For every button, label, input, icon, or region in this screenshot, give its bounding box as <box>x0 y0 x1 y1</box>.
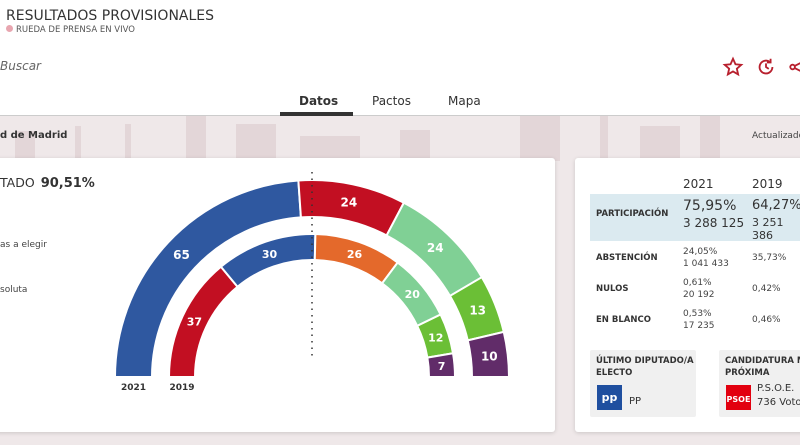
live-press-link[interactable]: RUEDA DE PRENSA EN VIVO <box>6 25 135 35</box>
majority-label: soluta <box>0 285 28 295</box>
region-title: d de Madrid <box>0 130 68 141</box>
skyline-illustration <box>15 104 720 162</box>
last-elected-label: ÚLTIMO DIPUTADO/A ELECTO <box>596 356 694 378</box>
value: 0,53% <box>683 309 712 319</box>
seat-label: 26 <box>347 248 363 261</box>
value: 24,05% <box>683 247 718 257</box>
ring-year-label: 2019 <box>169 383 194 393</box>
tab-bar: Datos Pactos Mapa <box>0 92 800 116</box>
row-label: NULOS <box>596 284 629 294</box>
tab-pactos[interactable]: Pactos <box>372 94 411 108</box>
scrutiny: TADO 90,51% <box>0 175 95 191</box>
last-elected-party: PP <box>629 396 642 407</box>
live-label: RUEDA DE PRENSA EN VIVO <box>16 25 135 35</box>
seat-segment-podemos[interactable] <box>426 352 457 378</box>
updated-label: Actualizado <box>752 131 800 141</box>
tab-mapa[interactable]: Mapa <box>448 94 481 108</box>
share-icon[interactable] <box>788 56 800 78</box>
seat-label: 7 <box>438 360 446 373</box>
seat-label: 24 <box>427 241 444 255</box>
star-icon[interactable] <box>722 56 744 78</box>
seat-label: 24 <box>340 195 357 209</box>
search-input[interactable]: Buscar <box>0 59 41 73</box>
seat-label: 13 <box>469 304 486 318</box>
closest-party: P.S.O.E. <box>757 383 795 394</box>
ring-year-label: 2021 <box>121 383 146 393</box>
value: 35,73% <box>752 253 787 263</box>
parliament-chart: 65 24 24 13 10 2021 37 30 26 20 12 7 2019 <box>113 172 511 393</box>
value: 0,61% <box>683 278 712 288</box>
seat-label: 65 <box>173 248 190 262</box>
page-title: RESULTADOS PROVISIONALES <box>6 8 215 24</box>
row-label: ABSTENCIÓN <box>596 253 658 263</box>
value: 0,42% <box>752 284 781 294</box>
live-dot-icon <box>6 25 13 32</box>
count: 3 251 386 <box>752 216 784 242</box>
row-label: PARTICIPACIÓN <box>596 209 669 219</box>
seats-label: as a elegir <box>0 240 47 250</box>
seat-label: 20 <box>405 288 421 301</box>
count: 20 192 <box>683 290 715 300</box>
count: 17 235 <box>683 321 715 331</box>
closest-candidacy-box: CANDIDATURA M PRÓXIMA PSOE P.S.O.E. 736 … <box>719 350 800 417</box>
closest-label: CANDIDATURA M PRÓXIMA <box>725 356 800 378</box>
seat-label: 30 <box>262 248 278 261</box>
seat-label: 10 <box>481 349 498 363</box>
scrutiny-label: TADO <box>0 175 35 190</box>
value: 0,46% <box>752 315 781 325</box>
count: 3 288 125 <box>683 216 745 230</box>
participation-row <box>590 194 800 241</box>
psoe-logo: PSOE <box>726 385 751 410</box>
seat-label: 12 <box>428 331 443 344</box>
year-header: 2019 <box>752 177 783 191</box>
last-elected-box: ÚLTIMO DIPUTADO/A ELECTO pp PP <box>590 350 696 417</box>
seat-label: 37 <box>187 316 202 329</box>
active-tab-indicator <box>280 112 353 116</box>
tab-datos[interactable]: Datos <box>299 94 339 108</box>
pp-logo: pp <box>597 385 622 410</box>
value: 75,95% <box>683 198 737 214</box>
seat-segment-podemos[interactable] <box>466 330 511 378</box>
value: 64,27% <box>752 198 800 213</box>
row-label: EN BLANCO <box>596 315 651 325</box>
scrutiny-value: 90,51% <box>40 176 95 191</box>
refresh-clock-icon[interactable] <box>755 56 777 78</box>
year-header: 2021 <box>683 177 714 191</box>
closest-votes: 736 Voto <box>757 397 800 408</box>
count: 1 041 433 <box>683 259 729 269</box>
